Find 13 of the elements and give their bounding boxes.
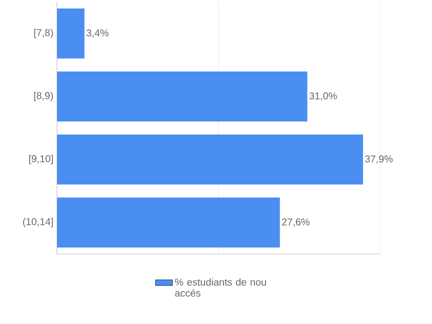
y-tick-label: (10,14] — [23, 218, 53, 228]
y-tick-label: [9,10] — [29, 154, 53, 164]
legend-label: % estudiants de nou accés — [175, 278, 266, 297]
bar — [57, 8, 84, 59]
y-tick-label: [8,9) — [34, 92, 53, 102]
data-label: 31,0% — [309, 92, 337, 101]
data-label: 27,6% — [282, 218, 310, 227]
y-tick-label: [7,8) — [34, 28, 53, 38]
bar — [57, 134, 364, 185]
bar — [57, 72, 308, 122]
data-label: 3,4% — [86, 29, 109, 38]
bar — [57, 198, 280, 248]
data-label: 37,9% — [365, 155, 393, 164]
